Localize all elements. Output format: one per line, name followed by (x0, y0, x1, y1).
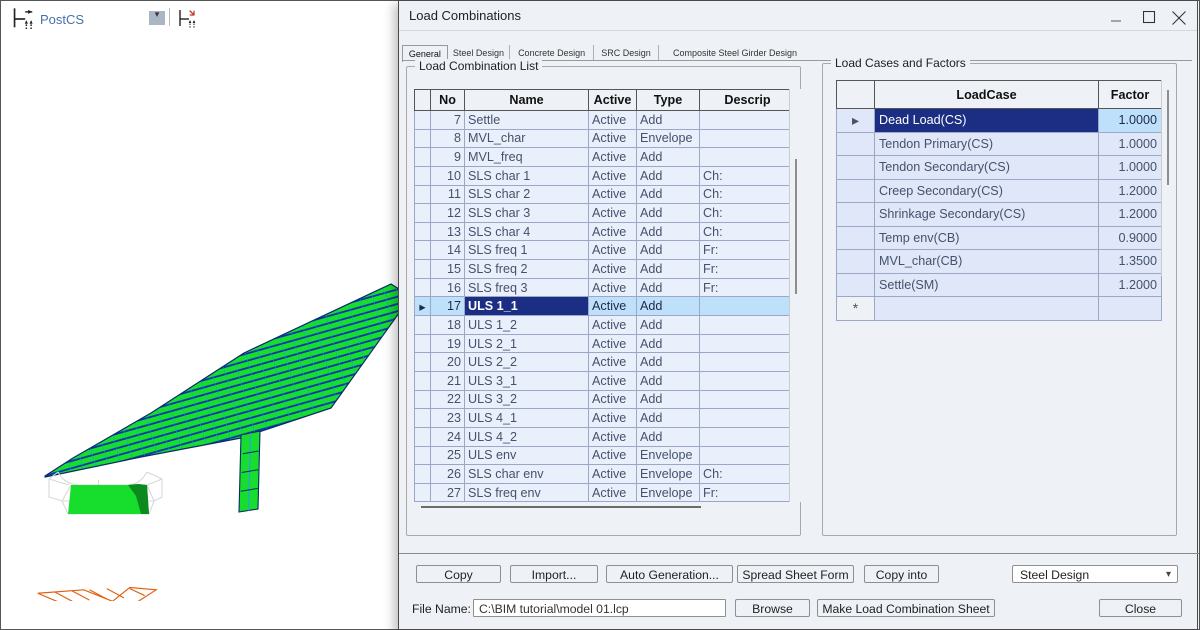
: * (837, 297, 1162, 321)
Shrinkage Secondary(CS): Shrinkage Secondary(CS) 1.2000 (837, 203, 1162, 227)
SLS freq 2: 15 SLS freq 2 Active Add Fr: (415, 260, 796, 279)
MVL_char: 8 MVL_char Active Envelope (415, 129, 796, 148)
SLS char 4: 13 SLS char 4 Active Add Ch: (415, 222, 796, 241)
Settle: 7 Settle Active Add (415, 111, 796, 130)
SLS freq env: 27 SLS freq env Active Envelope Fr: (415, 483, 796, 502)
Dead Load(CS): ▸ Dead Load(CS) 1.0000 (837, 109, 1162, 133)
ULS 1_2: 18 ULS 1_2 Active Add (415, 316, 796, 335)
SLS char 1: 10 SLS char 1 Active Add Ch: (415, 166, 796, 185)
ULS 1_1: ▸ 17 ULS 1_1 Active Add (415, 297, 796, 316)
ULS 3_1: 21 ULS 3_1 Active Add (415, 371, 796, 390)
ULS 2_2: 20 ULS 2_2 Active Add (415, 353, 796, 372)
ULS 3_2: 22 ULS 3_2 Active Add (415, 390, 796, 409)
Tendon Secondary(CS): Tendon Secondary(CS) 1.0000 (837, 156, 1162, 180)
ULS 4_1: 23 ULS 4_1 Active Add (415, 409, 796, 428)
MVL_freq: 9 MVL_freq Active Add (415, 148, 796, 167)
Creep Secondary(CS): Creep Secondary(CS) 1.2000 (837, 179, 1162, 203)
ULS env: 25 ULS env Active Envelope (415, 446, 796, 465)
SLS freq 3: 16 SLS freq 3 Active Add Fr: (415, 278, 796, 297)
SLS freq 1: 14 SLS freq 1 Active Add Fr: (415, 241, 796, 260)
Temp env(CB): Temp env(CB) 0.9000 (837, 226, 1162, 250)
ULS 2_1: 19 ULS 2_1 Active Add (415, 334, 796, 353)
SLS char 3: 12 SLS char 3 Active Add Ch: (415, 204, 796, 223)
MVL_char(CB): MVL_char(CB) 1.3500 (837, 250, 1162, 274)
Tendon Primary(CS): Tendon Primary(CS) 1.0000 (837, 132, 1162, 156)
SLS char env: 26 SLS char env Active Envelope Ch: (415, 465, 796, 484)
ULS 4_2: 24 ULS 4_2 Active Add (415, 427, 796, 446)
Settle(SM): Settle(SM) 1.2000 (837, 273, 1162, 297)
SLS char 2: 11 SLS char 2 Active Add Ch: (415, 185, 796, 204)
